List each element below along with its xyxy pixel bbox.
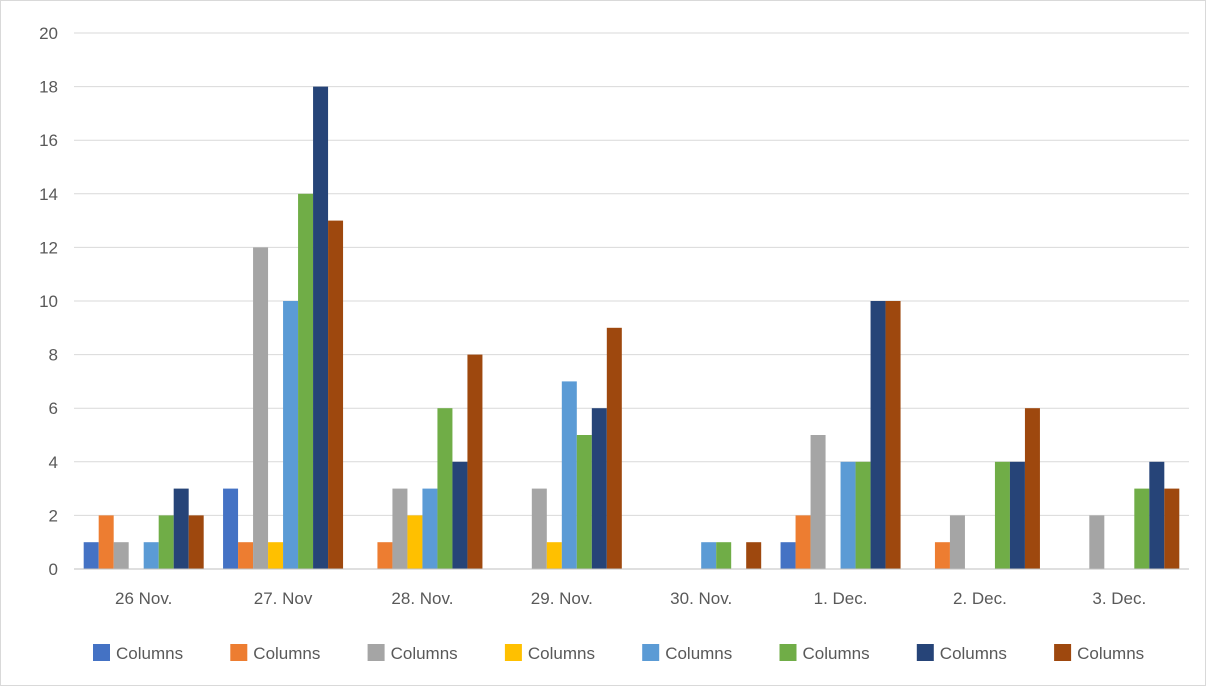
y-tick-label: 10 [39, 292, 58, 311]
bar [313, 86, 329, 569]
legend-swatch [504, 644, 522, 661]
bar [1164, 488, 1180, 569]
x-category-label: 29. Nov. [531, 589, 593, 608]
bar [377, 542, 393, 569]
bar [1149, 461, 1165, 569]
bar [561, 381, 577, 569]
bar [392, 488, 408, 569]
bar [716, 542, 732, 569]
bar [840, 461, 856, 569]
bar [407, 515, 423, 569]
bar [158, 515, 174, 569]
legend-swatch [779, 644, 797, 661]
y-axis-ticks: 0 2 4 6 8 10 12 14 16 18 20 [39, 24, 58, 579]
legend-swatch [93, 644, 110, 661]
bar [268, 542, 284, 569]
bar [437, 408, 453, 569]
y-tick-label: 2 [49, 506, 58, 525]
bar [452, 461, 468, 569]
bar [870, 301, 886, 569]
x-category-label: 27. Nov [254, 589, 313, 608]
bar [606, 327, 622, 569]
bar [328, 220, 344, 569]
gridlines [74, 32, 1189, 516]
y-tick-label: 6 [49, 399, 58, 418]
y-tick-label: 8 [49, 346, 58, 365]
bar [591, 408, 607, 569]
bar [795, 515, 811, 569]
legend-swatch [1054, 644, 1072, 661]
bar [949, 515, 965, 569]
bar [1009, 461, 1025, 569]
bar [98, 515, 114, 569]
legend-label: Columns [1077, 644, 1144, 663]
y-tick-label: 20 [39, 24, 58, 43]
legend-label: Columns [391, 644, 458, 663]
bar [1134, 488, 1150, 569]
bar [1089, 515, 1105, 569]
bar [701, 542, 717, 569]
x-category-label: 30. Nov. [670, 589, 732, 608]
legend-swatch [916, 644, 934, 661]
bar [885, 301, 901, 569]
legend-swatch [642, 644, 660, 661]
legend-label: Columns [528, 644, 595, 663]
x-category-label: 26 Nov. [115, 589, 172, 608]
bar [1024, 408, 1040, 569]
bar [113, 542, 129, 569]
x-category-label: 3. Dec. [1092, 589, 1146, 608]
bar [546, 542, 562, 569]
bar [467, 354, 483, 569]
bar [746, 542, 762, 569]
bar [143, 542, 159, 569]
legend-swatch [367, 644, 385, 661]
bar [994, 461, 1010, 569]
legend: Columns Columns Columns Columns Columns Colum… [93, 644, 1144, 663]
y-tick-label: 12 [39, 238, 58, 257]
bar [223, 488, 239, 569]
y-tick-label: 18 [39, 78, 58, 97]
legend-swatch [230, 644, 248, 661]
bar [298, 193, 314, 570]
bar [173, 488, 189, 569]
category-labels: 26 Nov. 27. Nov 28. Nov. 29. Nov. 30. Nov. 1.… [115, 589, 1146, 608]
y-tick-label: 4 [49, 453, 58, 472]
legend-label: Columns [940, 644, 1007, 663]
bar [576, 435, 592, 569]
y-tick-label: 14 [39, 185, 58, 204]
bars [83, 86, 1180, 570]
bar [780, 542, 796, 569]
bar [531, 488, 547, 569]
legend-label: Columns [803, 644, 870, 663]
bar [810, 435, 826, 569]
bar [422, 488, 438, 569]
bar [855, 461, 871, 569]
y-tick-label: 16 [39, 131, 58, 150]
legend-label: Columns [116, 644, 183, 663]
legend-label: Columns [253, 644, 320, 663]
bar [83, 542, 99, 569]
x-category-label: 28. Nov. [391, 589, 453, 608]
bar [253, 247, 269, 569]
bar [934, 542, 950, 569]
bar [283, 301, 299, 569]
bar [188, 515, 204, 569]
y-tick-label: 0 [49, 560, 58, 579]
x-category-label: 1. Dec. [814, 589, 868, 608]
bar [238, 542, 254, 569]
legend-label: Columns [665, 644, 732, 663]
x-category-label: 2. Dec. [953, 589, 1007, 608]
